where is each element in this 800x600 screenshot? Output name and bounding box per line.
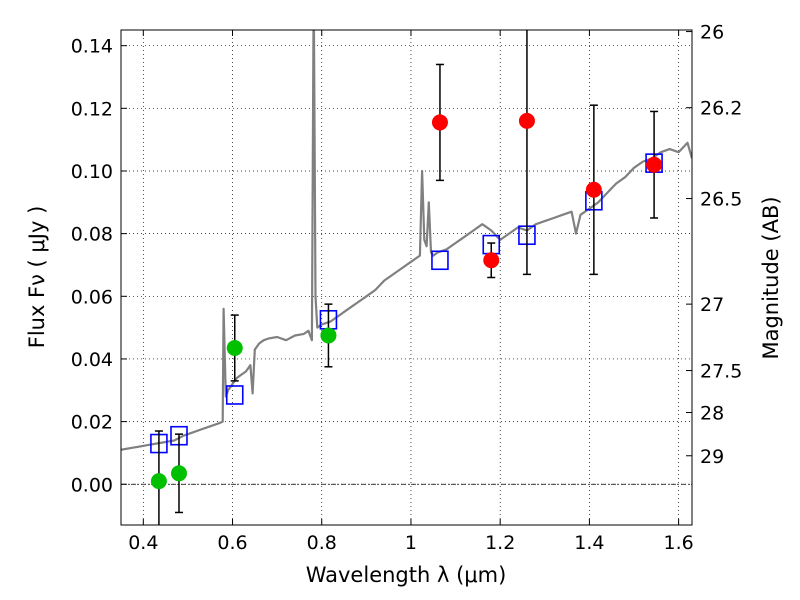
y-tick-label: 0.14: [71, 36, 113, 58]
observed-flux-point: [483, 252, 500, 269]
y-tick-label: 0.08: [71, 224, 113, 246]
y2-tick-label: 27.5: [700, 361, 742, 383]
observed-flux-point: [170, 465, 187, 482]
grid: [121, 30, 692, 525]
y2-axis-label: Magnitude (AB): [759, 196, 783, 359]
x-tick-label: 1: [405, 532, 417, 554]
y2-tick-label: 26: [700, 22, 724, 44]
plot-background: [121, 30, 692, 525]
model-sed-layer: [121, 30, 692, 451]
observed-flux-point: [518, 112, 535, 129]
observed-flux-point: [320, 327, 337, 344]
x-tick-label: 1.6: [664, 532, 694, 554]
ticks: [121, 30, 692, 525]
model-photometry-square: [431, 250, 449, 271]
observed-flux-point: [226, 339, 243, 356]
y2-tick-label: 29: [700, 446, 724, 468]
y2-tick-label: 26.5: [700, 189, 742, 211]
y2-tick-label: 27: [700, 294, 724, 316]
observed-flux-point: [150, 473, 167, 490]
observed-flux-point: [585, 181, 602, 198]
x-axis-label: Wavelength λ (μm): [306, 563, 507, 587]
y-tick-label: 0.10: [71, 161, 113, 183]
observed-flux-point: [646, 156, 663, 173]
y-tick-label: 0.06: [71, 286, 113, 308]
y2-tick-label: 28: [700, 403, 724, 425]
markers-layer: [150, 30, 663, 525]
tick-labels: 0.4 0.6 0.8 1 1.2 1.4 1.6 0.00 0.02 0.04 0.06 0.08 0…: [71, 22, 743, 554]
y-axis-label: Flux Fν ( μJy ): [25, 206, 49, 349]
x-tick-label: 0.8: [307, 532, 337, 554]
x-tick-label: 1.4: [574, 532, 604, 554]
model-photometry-square: [225, 385, 244, 405]
y-tick-label: 0.02: [71, 412, 113, 434]
x-tick-label: 0.4: [128, 532, 158, 554]
y-tick-label: 0.04: [71, 349, 113, 371]
plot-frame: [120, 29, 693, 526]
y2-tick-label: 26.2: [700, 98, 742, 120]
y-tick-label: 0.00: [71, 474, 113, 496]
y-tick-label: 0.12: [71, 98, 113, 120]
x-tick-label: 1.2: [485, 532, 515, 554]
observed-flux-point: [431, 114, 448, 131]
model-sed-line: [121, 30, 692, 451]
x-tick-label: 0.6: [217, 532, 247, 554]
